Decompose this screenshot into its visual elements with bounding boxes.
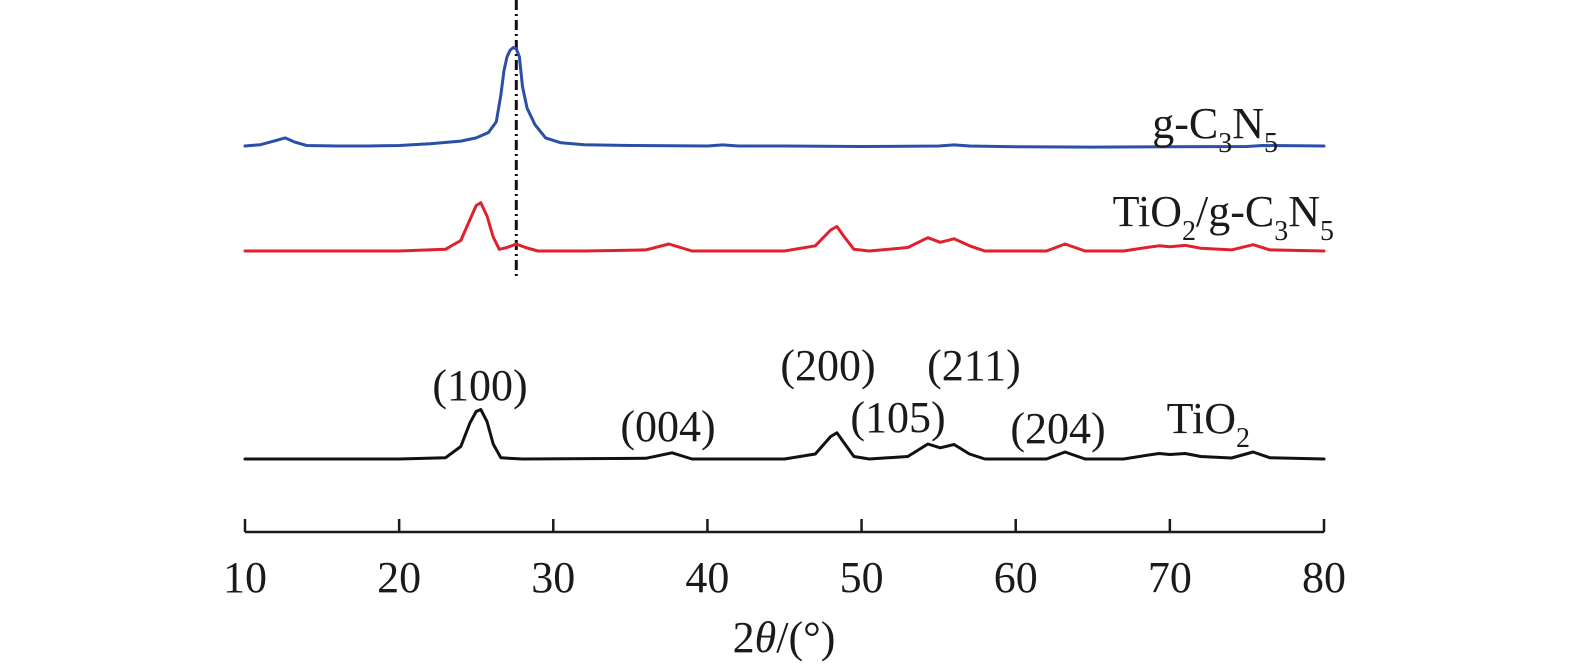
peak-label-100: (100): [432, 361, 527, 410]
peak-label-105: (105): [850, 393, 945, 442]
x-axis-label: 2θ/(°): [733, 613, 836, 662]
plot-area: [243, 0, 1326, 461]
x-tick-label-80: 80: [1302, 553, 1346, 602]
x-tick-label-30: 30: [531, 553, 575, 602]
x-tick-label-50: 50: [840, 553, 884, 602]
series-line-g-c3n5: [243, 46, 1326, 149]
x-tick-label-60: 60: [994, 553, 1038, 602]
x-tick-label-10: 10: [223, 553, 267, 602]
x-tick-label-70: 70: [1148, 553, 1192, 602]
series-line-tio2: [243, 408, 1326, 461]
peak-label-211: (211): [927, 341, 1021, 390]
x-axis-ticks: 10 20 30 40 50 60 70 80: [223, 519, 1346, 602]
series-line-tio2-g-c3n5: [243, 201, 1326, 253]
peak-label-200: (200): [780, 341, 875, 390]
series-label-tio2: TiO2: [1167, 394, 1250, 454]
peak-label-004: (004): [620, 402, 715, 451]
series-label-tio2-g-c3n5: TiO2/g-C3N5: [1113, 187, 1334, 247]
peak-label-204: (204): [1010, 404, 1105, 453]
series-label-g-c3n5: g-C3N5: [1152, 99, 1278, 159]
x-tick-label-20: 20: [377, 553, 421, 602]
x-tick-label-40: 40: [685, 553, 729, 602]
